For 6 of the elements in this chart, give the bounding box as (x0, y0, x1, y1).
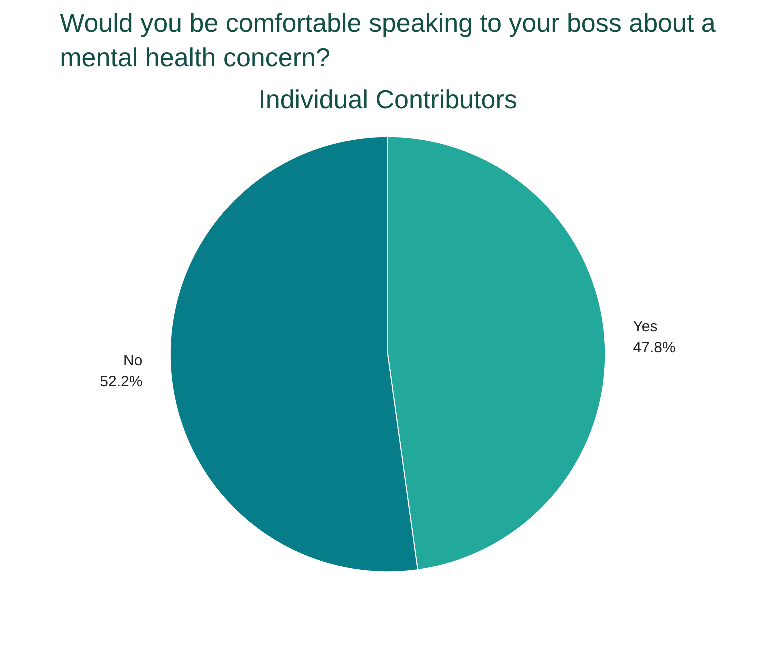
data-label: 47.8% (633, 340, 676, 357)
chart-title: Would you be comfortable speaking to your boss about a mental health concern? (60, 8, 716, 72)
slice-label: Yes (633, 318, 658, 336)
slice-label: No (124, 352, 143, 370)
chart-subtitle: Individual Contributors (258, 84, 518, 114)
data-label: 52.2% (100, 374, 143, 391)
